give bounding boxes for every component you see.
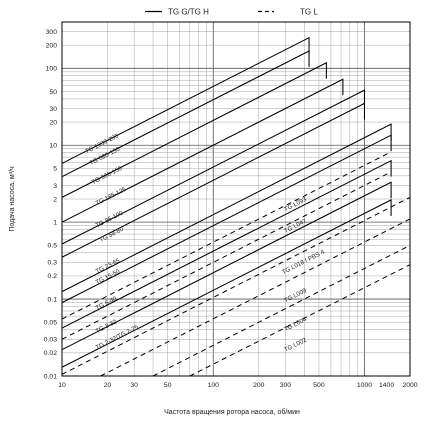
y-tick-label: 0.2 bbox=[48, 273, 58, 280]
y-tick-label: 0.3 bbox=[48, 260, 58, 267]
y-tick-label: 20 bbox=[49, 119, 57, 126]
y-tick-label: 200 bbox=[46, 42, 58, 49]
series-line-tg-185-125 bbox=[61, 78, 344, 223]
y-tick-label: 2 bbox=[53, 196, 57, 203]
series-line-tg-680-150 bbox=[61, 50, 310, 178]
x-tick-label: 20 bbox=[104, 382, 112, 389]
series-label: TG 360-150 bbox=[91, 165, 124, 186]
series-label: TG 185-125 bbox=[95, 186, 128, 207]
legend: TG G/TG H TG L bbox=[145, 8, 318, 17]
y-tick-label: 1 bbox=[53, 219, 57, 226]
series-lines bbox=[61, 36, 411, 377]
series-line-tg-15-50 bbox=[61, 134, 392, 304]
series-line-tg-1030-200 bbox=[61, 36, 310, 164]
series-label: TG 58-80 bbox=[98, 226, 125, 244]
plot-frame bbox=[61, 21, 411, 377]
series-line-tg-6-40 bbox=[61, 159, 392, 329]
y-tick-label: 300 bbox=[46, 29, 58, 36]
y-tick-label: 0.5 bbox=[48, 243, 58, 250]
series-line-tg-l004 bbox=[152, 244, 411, 377]
y-tick-label: 50 bbox=[49, 89, 57, 96]
y-tick-label: 0.02 bbox=[44, 350, 57, 357]
x-tick-label: 1400 bbox=[379, 382, 394, 389]
x-tick-label: 1000 bbox=[357, 382, 372, 389]
x-tick-label: 2000 bbox=[402, 382, 417, 389]
y-tick-label: 0.1 bbox=[48, 296, 58, 303]
x-tick-labels: 10 20 30 50 100 200 300 500 1000 1400 2000 bbox=[58, 382, 418, 389]
y-tick-label: 10 bbox=[49, 143, 57, 150]
x-tick-label: 200 bbox=[253, 382, 265, 389]
series-line-tg-l018-pbs-4 bbox=[61, 196, 411, 375]
y-tick-label: 100 bbox=[46, 66, 58, 73]
x-tick-label: 300 bbox=[280, 382, 292, 389]
y-axis-label: Подача насоса, м³/ч bbox=[9, 166, 16, 232]
y-tick-label: 0.01 bbox=[44, 373, 57, 380]
series-line-tg-l047 bbox=[61, 171, 392, 340]
y-tick-labels: 0.01 0.02 0.03 0.05 0.1 0.2 0.3 0.5 1 2 3 5 10 20 30 50… bbox=[44, 29, 57, 380]
x-tick-label: 30 bbox=[130, 382, 138, 389]
series-line-tg-l009 bbox=[100, 218, 411, 377]
series-line-tg-58-80 bbox=[61, 102, 365, 258]
y-tick-label: 0.03 bbox=[44, 337, 57, 344]
y-tick-label: 5 bbox=[53, 166, 57, 173]
legend-label-tg-g-h: TG G/TG H bbox=[168, 8, 209, 17]
series-line-tg-86-100 bbox=[61, 89, 365, 245]
series-line-tg-2-32-tg-2-25 bbox=[61, 198, 392, 368]
x-tick-label: 100 bbox=[208, 382, 220, 389]
series-line-tg-l093 bbox=[61, 151, 392, 320]
y-tick-label: 3 bbox=[53, 183, 57, 190]
series-line-tg-360-150 bbox=[61, 61, 327, 198]
y-tick-label: 30 bbox=[49, 106, 57, 113]
x-axis-label: Частота вращения ротора насоса, об/мин bbox=[164, 408, 300, 416]
legend-label-tg-l: TG L bbox=[300, 8, 318, 17]
series-line-tg-3-32 bbox=[61, 181, 392, 351]
x-tick-label: 10 bbox=[58, 382, 66, 389]
y-tick-label: 0.05 bbox=[44, 320, 57, 327]
x-tick-label: 50 bbox=[164, 382, 172, 389]
series-label: TG 6-40 bbox=[95, 295, 119, 312]
x-tick-label: 500 bbox=[313, 382, 325, 389]
